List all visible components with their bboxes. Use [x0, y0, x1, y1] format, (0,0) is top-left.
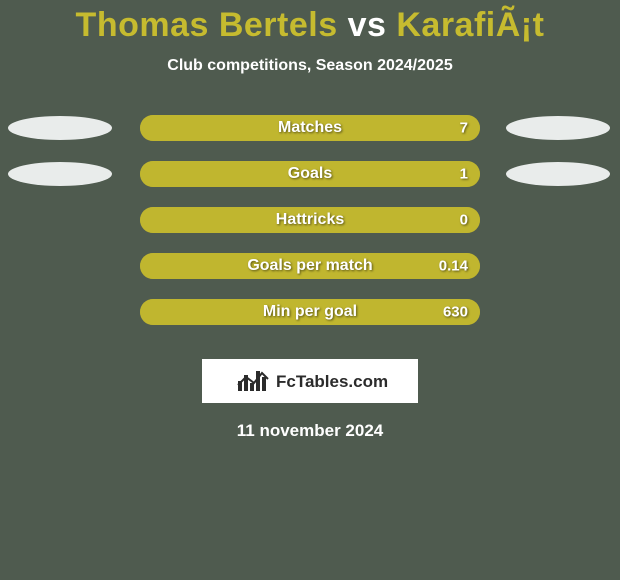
stat-bar: Matches 7 [140, 115, 480, 141]
page-title: Thomas Bertels vs KarafiÃ¡t [0, 0, 620, 45]
stat-value: 7 [460, 120, 468, 137]
stat-row: Matches 7 [0, 105, 620, 151]
stat-value: 0.14 [439, 258, 468, 275]
stat-value: 1 [460, 166, 468, 183]
stat-value: 0 [460, 212, 468, 229]
player-oval-left [8, 116, 112, 140]
stat-label: Min per goal [263, 303, 357, 321]
subtitle: Club competitions, Season 2024/2025 [0, 57, 620, 75]
stat-label: Hattricks [276, 211, 344, 229]
stat-row: Goals 1 [0, 151, 620, 197]
stat-label: Goals [288, 165, 332, 183]
stats-list: Matches 7 Goals 1 Hattricks 0 Goals per match 0… [0, 105, 620, 335]
stat-bar: Goals per match 0.14 [140, 253, 480, 279]
title-part: Thomas Bertels [76, 6, 338, 44]
title-part: KarafiÃ¡t [396, 6, 544, 44]
stat-bar: Hattricks 0 [140, 207, 480, 233]
stat-bar: Goals 1 [140, 161, 480, 187]
stat-label: Goals per match [247, 257, 372, 275]
stat-row: Goals per match 0.14 [0, 243, 620, 289]
date-label: 11 november 2024 [0, 421, 620, 441]
stat-row: Hattricks 0 [0, 197, 620, 243]
stat-row: Min per goal 630 [0, 289, 620, 335]
fctables-logo: FcTables.com [202, 359, 418, 403]
stat-label: Matches [278, 119, 342, 137]
player-oval-right [506, 116, 610, 140]
stat-bar: Min per goal 630 [140, 299, 480, 325]
player-oval-left [8, 162, 112, 186]
title-part: vs [338, 6, 397, 44]
logo-box: FcTables.com [202, 359, 418, 403]
logo-text: FcTables.com [276, 372, 388, 391]
stat-value: 630 [443, 304, 468, 321]
player-oval-right [506, 162, 610, 186]
